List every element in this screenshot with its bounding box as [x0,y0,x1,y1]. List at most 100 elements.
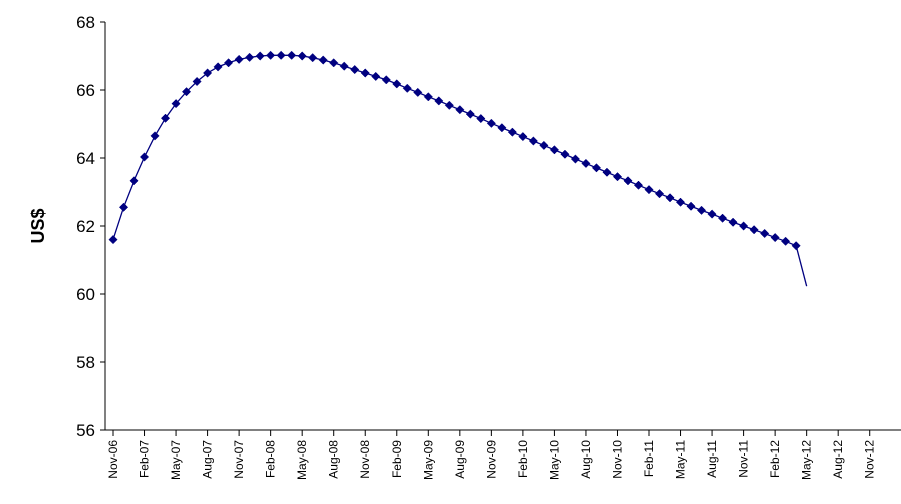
y-tick-label: 64 [76,149,95,168]
data-point-marker [539,140,549,150]
x-tick-label: Nov-12 [863,440,877,479]
data-point-marker [150,131,160,141]
data-point-marker [518,132,528,142]
data-point-marker [118,202,129,212]
y-tick-label: 56 [76,421,95,440]
data-point-marker [570,154,580,164]
data-point-marker [339,61,349,71]
x-tick-label: Aug-09 [453,440,467,479]
data-point-marker [739,221,749,231]
data-point-marker [749,225,759,235]
x-tick-label: Feb-12 [768,440,782,478]
data-point-marker [371,71,381,81]
data-point-marker [308,53,318,63]
y-tick-label: 62 [76,217,95,236]
data-point-marker [139,152,150,162]
data-point-marker [224,58,234,68]
data-point-marker [108,235,118,245]
x-tick-label: Nov-09 [484,440,498,479]
data-point-marker [245,52,255,62]
data-point-marker [255,51,265,61]
data-point-marker [476,114,486,124]
x-tick-label: May-07 [169,440,183,480]
data-point-marker [602,167,612,177]
data-point-marker [350,65,360,75]
y-axis: 56 58 60 62 64 66 68 [76,13,106,440]
data-point-marker [129,176,139,186]
data-point-marker [497,123,507,133]
data-point-marker [413,87,423,97]
x-tick-label: Aug-10 [579,440,593,479]
x-axis: Nov-06 Feb-07 May-07 Aug-07 Nov-07 Feb-08 May-… [105,429,901,480]
data-point-marker [707,209,717,219]
data-point-marker [507,127,517,137]
y-axis-title: US$ [28,208,48,243]
data-point-marker [686,201,696,211]
data-point-marker [381,75,391,85]
y-tick-label: 68 [76,13,95,32]
data-point-marker [203,68,213,78]
data-point-marker [297,51,307,61]
x-tick-label: Nov-11 [737,440,751,478]
y-tick-label: 58 [76,353,95,372]
data-point-marker [612,172,623,182]
data-point-marker [760,228,770,239]
data-point-marker [665,193,675,203]
data-point-marker [192,76,202,87]
data-point-marker [581,158,591,168]
data-point-marker [549,145,559,155]
data-point-marker [528,136,538,146]
y-tick-label: 60 [76,285,95,304]
x-tick-label: Feb-07 [138,440,152,478]
data-point-marker [644,185,654,195]
data-point-marker [160,113,171,123]
data-point-marker [455,105,465,115]
data-point-marker [654,189,665,199]
data-point-marker [213,62,223,72]
data-point-marker [591,163,602,173]
x-tick-label: May-10 [547,440,561,480]
x-tick-label: Feb-08 [264,440,278,478]
data-point-marker [360,68,370,78]
data-point-marker [234,54,244,64]
x-tick-label: Feb-09 [390,440,404,478]
x-tick-label: Feb-10 [516,440,530,478]
data-point-marker [718,213,728,223]
data-point-marker [697,205,707,215]
x-tick-label: Aug-08 [327,440,341,479]
data-point-marker [465,109,475,119]
x-tick-label: May-09 [421,440,435,480]
data-point-marker [423,92,433,102]
x-tick-label: Aug-07 [201,440,215,479]
data-point-marker [402,83,412,93]
y-tick-label: 66 [76,81,95,100]
data-point-marker [444,100,454,110]
data-point-marker [560,149,570,159]
x-tick-label: Nov-07 [232,440,246,479]
data-point-marker [633,180,644,190]
data-point-marker [276,50,286,60]
data-point-marker [623,176,633,186]
data-point-marker [392,79,402,89]
x-tick-label: May-11 [674,440,688,479]
data-point-marker [434,96,444,106]
data-point-marker [182,87,192,97]
x-tick-label: Nov-06 [106,440,120,479]
x-tick-label: Aug-12 [831,440,845,479]
x-tick-label: Nov-10 [610,440,624,479]
series-line-projection [795,245,808,287]
data-point-marker [781,236,791,246]
data-point-marker [329,58,339,68]
data-point-marker [675,197,686,207]
series-line-observed [112,54,797,247]
data-point-marker [266,50,276,60]
x-tick-label: Nov-08 [358,440,372,479]
x-tick-label: Aug-11 [705,440,719,478]
data-point-marker [287,50,297,60]
x-tick-label: Feb-11 [642,440,656,477]
data-point-marker [486,118,496,128]
series-layer [108,50,808,287]
data-point-marker [318,55,328,65]
